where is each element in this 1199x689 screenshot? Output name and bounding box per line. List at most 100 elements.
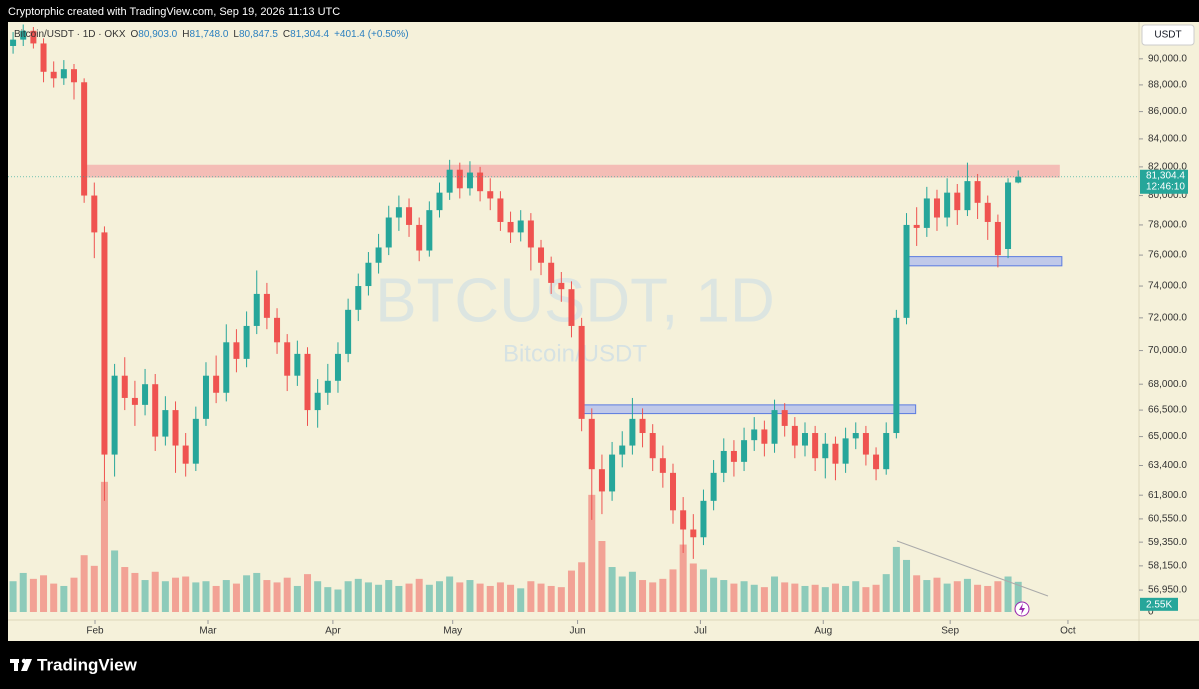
candle-body [761,429,768,444]
volume-bar [80,555,88,612]
volume-bar [161,581,169,612]
candle-body [395,207,402,218]
candle-body [202,375,209,419]
candle-body [852,433,859,439]
volume-bar [791,583,799,612]
candle-body [30,30,37,44]
volume-bar [537,583,545,612]
volume-bar [963,578,971,612]
legend-item: H [182,29,189,40]
volume-bar [821,587,829,612]
volume-bar [395,585,403,612]
legend-item: O [131,29,139,40]
candle-body [923,198,930,228]
y-tick-label: 88,000.0 [1148,80,1187,91]
candle-body [121,375,128,398]
candle-body [456,169,463,189]
currency[interactable]: USDT [1154,30,1181,41]
candle-body [466,172,473,189]
chart-bg [8,22,1199,641]
candle-body [944,192,951,218]
watermark-sub: Bitcoin/USDT [503,340,647,367]
candle-body [974,181,981,203]
y-tick-label: 74,000.0 [1148,281,1187,292]
countdown: 12:46:10 [1146,181,1185,192]
y-tick-label: 90,000.0 [1148,53,1187,64]
candle-body [60,69,67,79]
zone [903,256,1063,267]
candle-body [436,192,443,211]
volume-bar [50,583,58,612]
candle-body [70,69,77,83]
candle-body [639,418,646,434]
candle-body [619,445,626,455]
currency-button[interactable] [1141,24,1195,46]
volume-bar [385,580,393,612]
volume-bar [811,584,819,612]
volume-bar [710,577,718,612]
candle-body [730,450,737,462]
volume-bar [141,580,149,612]
candle-body [477,172,484,192]
y-tick-label: 80,000.0 [1148,190,1187,201]
y-tick-label: 78,000.0 [1148,220,1187,231]
volume-bar [40,575,48,612]
volume-bar [943,583,951,612]
candle-body [243,325,250,359]
header: Cryptorphic created with TradingView.com… [8,6,340,18]
volume-bar [517,588,525,612]
candle-body [629,418,636,446]
volume-bar [1004,576,1012,612]
volume-bar [618,576,626,612]
candle-body [20,30,27,40]
alert-icon-bolt [1019,603,1025,615]
candle-body [670,472,677,511]
volume-bar [283,577,291,612]
candle-body [812,433,819,459]
volume-bar [354,578,362,612]
candle-body [131,397,138,405]
candle-body [304,353,311,411]
x-tick-label: Apr [325,626,341,637]
volume-bar [567,570,575,612]
candle-body [162,410,169,437]
candle-body [111,375,118,455]
candle-body [314,392,321,411]
candle-body [832,443,839,464]
volume-bar [760,587,768,612]
candle-body [345,309,352,354]
volume-bar [496,582,504,612]
candle-body [558,282,565,290]
volume-label: 2.55K [1146,599,1172,610]
candle-body [517,220,524,233]
volume-bar [344,581,352,612]
volume-bar [598,541,606,612]
volume-bar [974,584,982,612]
volume-bar [273,582,281,612]
legend-item: 81,748.0 [189,29,228,40]
candle-body [883,433,890,470]
candle-body [1005,182,1012,249]
candle-body [50,71,57,79]
candle-body [40,43,47,72]
volume-bar [557,587,565,612]
candle-body [984,202,991,222]
volume-bar [192,582,200,612]
candle-body [375,247,382,263]
volume-bar [903,559,911,612]
logo-icon [10,658,32,671]
volume-bar [699,569,707,612]
volume-bar [649,582,657,612]
candle-body [152,384,159,437]
volume-bar [801,585,809,612]
candle-body [182,445,189,464]
volume-bar [771,576,779,612]
volume-bar [304,574,312,612]
candle-body [487,191,494,199]
volume-bar [222,580,230,612]
legend-item: 81,304.4 [290,29,329,40]
candle-body [801,433,808,446]
volume-bar [121,567,129,612]
volume-bar [90,565,98,612]
volume-bar [212,585,220,612]
